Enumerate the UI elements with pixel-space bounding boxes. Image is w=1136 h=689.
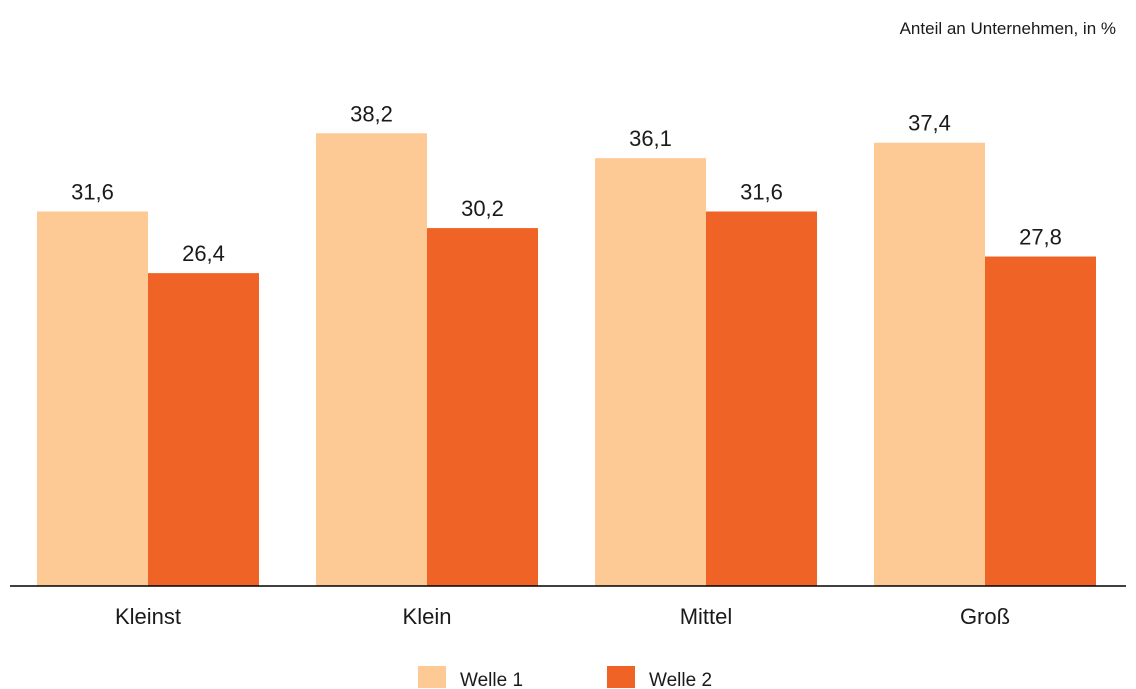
- value-label-gro-welle-2: 27,8: [1019, 225, 1062, 250]
- bar-gro-welle-2: [985, 256, 1096, 586]
- category-label-klein: Klein: [403, 604, 452, 629]
- value-label-kleinst-welle-1: 31,6: [71, 179, 114, 204]
- legend-swatch-welle-1: [418, 666, 446, 688]
- value-label-klein-welle-2: 30,2: [461, 196, 504, 221]
- value-label-kleinst-welle-2: 26,4: [182, 241, 225, 266]
- legend-label-welle-1: Welle 1: [460, 670, 523, 689]
- legend: Welle 1 Welle 2: [418, 666, 712, 689]
- category-label-mittel: Mittel: [680, 604, 733, 629]
- bar-kleinst-welle-1: [37, 211, 148, 586]
- bar-klein-welle-2: [427, 228, 538, 586]
- unit-note: Anteil an Unternehmen, in %: [900, 19, 1116, 38]
- legend-label-welle-2: Welle 2: [649, 670, 712, 689]
- category-label-gro: Groß: [960, 604, 1010, 629]
- legend-swatch-welle-2: [607, 666, 635, 688]
- value-labels-group: 31,6 26,4 38,2 30,2 36,1 31,6 37,4 27,8: [71, 101, 1062, 266]
- value-label-mittel-welle-2: 31,6: [740, 179, 783, 204]
- bar-klein-welle-1: [316, 133, 427, 586]
- value-label-gro-welle-1: 37,4: [908, 111, 951, 136]
- category-label-kleinst: Kleinst: [115, 604, 181, 629]
- bar-mittel-welle-2: [706, 211, 817, 586]
- value-label-mittel-welle-1: 36,1: [629, 126, 672, 151]
- bar-kleinst-welle-2: [148, 273, 259, 586]
- bars-group: [37, 133, 1096, 587]
- bar-gro-welle-1: [874, 142, 985, 587]
- bar-mittel-welle-1: [595, 158, 706, 587]
- category-labels-group: Kleinst Klein Mittel Groß: [115, 604, 1010, 629]
- value-label-klein-welle-1: 38,2: [350, 101, 393, 126]
